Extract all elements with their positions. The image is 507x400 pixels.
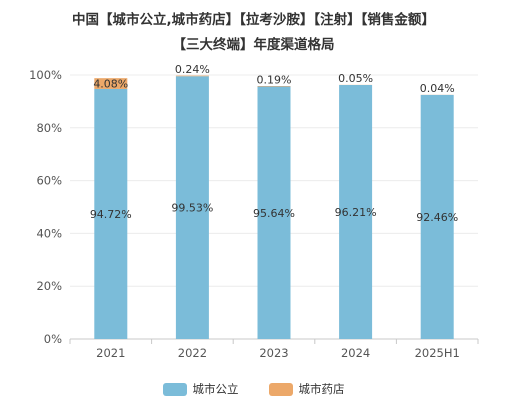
legend-label-pharmacy: 城市药店 xyxy=(298,382,345,396)
x-tick-label: 2025H1 xyxy=(415,346,460,360)
y-tick-label: 80% xyxy=(36,121,62,135)
x-tick-label: 2024 xyxy=(341,346,370,360)
legend: 城市公立 城市药店 xyxy=(0,381,507,397)
data-label: 92.46% xyxy=(416,211,458,224)
data-label: 4.08% xyxy=(93,78,128,91)
legend-item-pharmacy[interactable]: 城市药店 xyxy=(268,381,345,397)
y-tick-label: 0% xyxy=(44,332,62,346)
bar-segment-public[interactable] xyxy=(339,85,373,339)
legend-swatch-pharmacy xyxy=(268,382,293,396)
data-label: 0.04% xyxy=(420,82,455,95)
data-label: 0.19% xyxy=(257,74,292,87)
data-label: 0.24% xyxy=(175,63,210,76)
legend-swatch-public xyxy=(162,382,187,396)
y-tick-label: 20% xyxy=(36,279,62,293)
legend-item-public[interactable]: 城市公立 xyxy=(162,381,239,397)
bar-segment-public[interactable] xyxy=(420,94,454,339)
bar-segment-pharmacy[interactable] xyxy=(94,78,128,89)
data-label: 95.64% xyxy=(253,207,295,220)
chart-title-line2: 【三大终端】年度渠道格局 xyxy=(172,37,335,53)
y-tick-label: 60% xyxy=(36,174,62,188)
data-label: 99.53% xyxy=(171,202,213,215)
data-label: 96.21% xyxy=(335,206,377,219)
bar-segment-public[interactable] xyxy=(175,76,209,340)
x-tick-label: 2023 xyxy=(259,346,288,360)
y-tick-label: 100% xyxy=(29,68,62,82)
x-tick-label: 2021 xyxy=(96,346,125,360)
y-tick-label: 40% xyxy=(36,226,62,240)
bar-segment-pharmacy[interactable] xyxy=(175,75,209,77)
x-tick-label: 2022 xyxy=(178,346,207,360)
legend-label-public: 城市公立 xyxy=(192,382,239,396)
bar-segment-pharmacy[interactable] xyxy=(257,86,291,87)
data-label: 94.72% xyxy=(90,208,132,221)
bar-segment-public[interactable] xyxy=(257,86,291,339)
bar-segment-public[interactable] xyxy=(94,88,128,339)
data-label: 0.05% xyxy=(338,72,373,85)
chart-title-line1: 中国【城市公立,城市药店】【拉考沙胺】【注射】【销售金额】 xyxy=(72,12,435,28)
